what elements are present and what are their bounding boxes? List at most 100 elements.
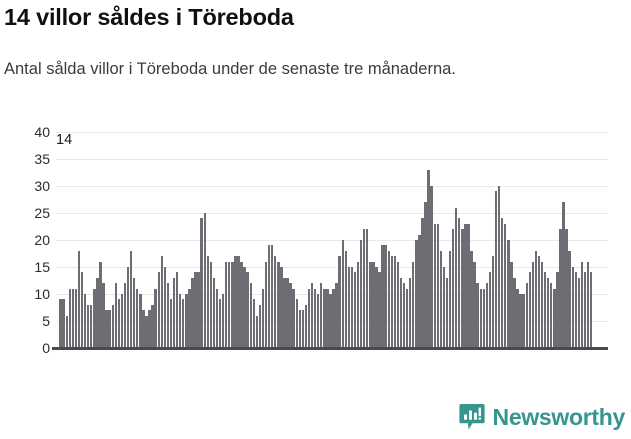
bar bbox=[65, 315, 68, 348]
bar bbox=[494, 191, 498, 348]
bar bbox=[415, 240, 418, 348]
bar bbox=[412, 261, 415, 348]
bar bbox=[136, 288, 139, 348]
bar bbox=[157, 272, 160, 348]
bar bbox=[99, 261, 102, 348]
bar bbox=[534, 250, 538, 348]
gridline bbox=[56, 321, 608, 322]
bar bbox=[384, 245, 387, 348]
bar bbox=[145, 315, 148, 348]
bar bbox=[516, 288, 519, 348]
bar bbox=[139, 294, 142, 348]
bar bbox=[353, 272, 357, 348]
footer-branding: Newsworthy bbox=[458, 403, 626, 431]
bar bbox=[427, 169, 430, 348]
bar bbox=[568, 250, 571, 348]
bar bbox=[172, 277, 176, 348]
bar bbox=[504, 223, 507, 348]
bar bbox=[117, 299, 121, 348]
bar bbox=[175, 272, 179, 348]
gridline bbox=[56, 132, 608, 133]
bar bbox=[586, 261, 590, 348]
bar bbox=[280, 267, 283, 348]
bar bbox=[399, 277, 403, 348]
bar bbox=[458, 218, 461, 348]
bar bbox=[313, 288, 317, 348]
bar bbox=[271, 245, 274, 348]
bar bbox=[451, 229, 455, 348]
bar bbox=[129, 250, 133, 348]
bar bbox=[123, 283, 127, 348]
y-axis-tick-label: 35 bbox=[34, 151, 50, 167]
bar bbox=[550, 283, 553, 348]
bar bbox=[108, 310, 111, 348]
bar bbox=[295, 299, 298, 348]
bar bbox=[375, 267, 378, 348]
bar bbox=[396, 261, 400, 348]
bar bbox=[225, 261, 228, 348]
bar bbox=[405, 288, 409, 348]
bar bbox=[59, 299, 62, 348]
y-axis-tick-label: 10 bbox=[34, 286, 50, 302]
bar bbox=[68, 288, 71, 348]
bar bbox=[335, 283, 338, 348]
bar bbox=[148, 310, 151, 348]
bar bbox=[71, 288, 75, 348]
bar bbox=[228, 261, 231, 348]
bar bbox=[185, 294, 188, 348]
bar bbox=[277, 261, 280, 348]
bar bbox=[359, 240, 363, 348]
bar bbox=[188, 288, 191, 348]
bar bbox=[237, 256, 240, 348]
bar bbox=[381, 245, 384, 348]
bar bbox=[531, 261, 535, 348]
bar bbox=[553, 288, 556, 348]
bar bbox=[439, 250, 443, 348]
bar bbox=[298, 310, 301, 348]
bar bbox=[455, 207, 458, 348]
bar bbox=[522, 294, 525, 348]
bar bbox=[255, 315, 259, 348]
bar bbox=[252, 299, 255, 348]
bar bbox=[194, 272, 197, 348]
bar bbox=[133, 277, 136, 348]
bar bbox=[329, 294, 332, 348]
bar bbox=[182, 299, 185, 348]
bar bbox=[571, 267, 574, 348]
bar bbox=[221, 294, 225, 348]
bar bbox=[421, 218, 424, 348]
bar bbox=[350, 267, 354, 348]
bar bbox=[448, 250, 452, 348]
bar bbox=[537, 256, 541, 348]
bar bbox=[424, 202, 427, 348]
bar bbox=[501, 218, 504, 348]
y-axis-tick-label: 25 bbox=[34, 205, 50, 221]
bar bbox=[163, 267, 167, 348]
bar bbox=[543, 272, 547, 348]
bar bbox=[589, 272, 593, 348]
plot-area: 14 bbox=[56, 132, 608, 348]
bar bbox=[577, 277, 581, 348]
bar bbox=[200, 218, 203, 348]
bar bbox=[488, 272, 492, 348]
bar bbox=[363, 229, 366, 348]
bar bbox=[203, 213, 206, 348]
bar bbox=[485, 283, 489, 348]
bar bbox=[402, 283, 406, 348]
brand-name: Newsworthy bbox=[492, 403, 626, 430]
bar bbox=[126, 267, 130, 348]
bar bbox=[142, 310, 145, 348]
bar bbox=[372, 261, 375, 348]
bar bbox=[479, 288, 482, 348]
bar bbox=[574, 272, 577, 348]
bar bbox=[565, 229, 568, 348]
bar bbox=[547, 277, 550, 348]
bar bbox=[332, 288, 335, 348]
bar bbox=[491, 256, 495, 348]
page-subtitle: Antal sålda villor i Töreboda under de s… bbox=[4, 60, 456, 78]
gridline bbox=[56, 267, 608, 268]
bar bbox=[338, 256, 341, 348]
bar bbox=[580, 261, 584, 348]
gridline bbox=[56, 186, 608, 187]
